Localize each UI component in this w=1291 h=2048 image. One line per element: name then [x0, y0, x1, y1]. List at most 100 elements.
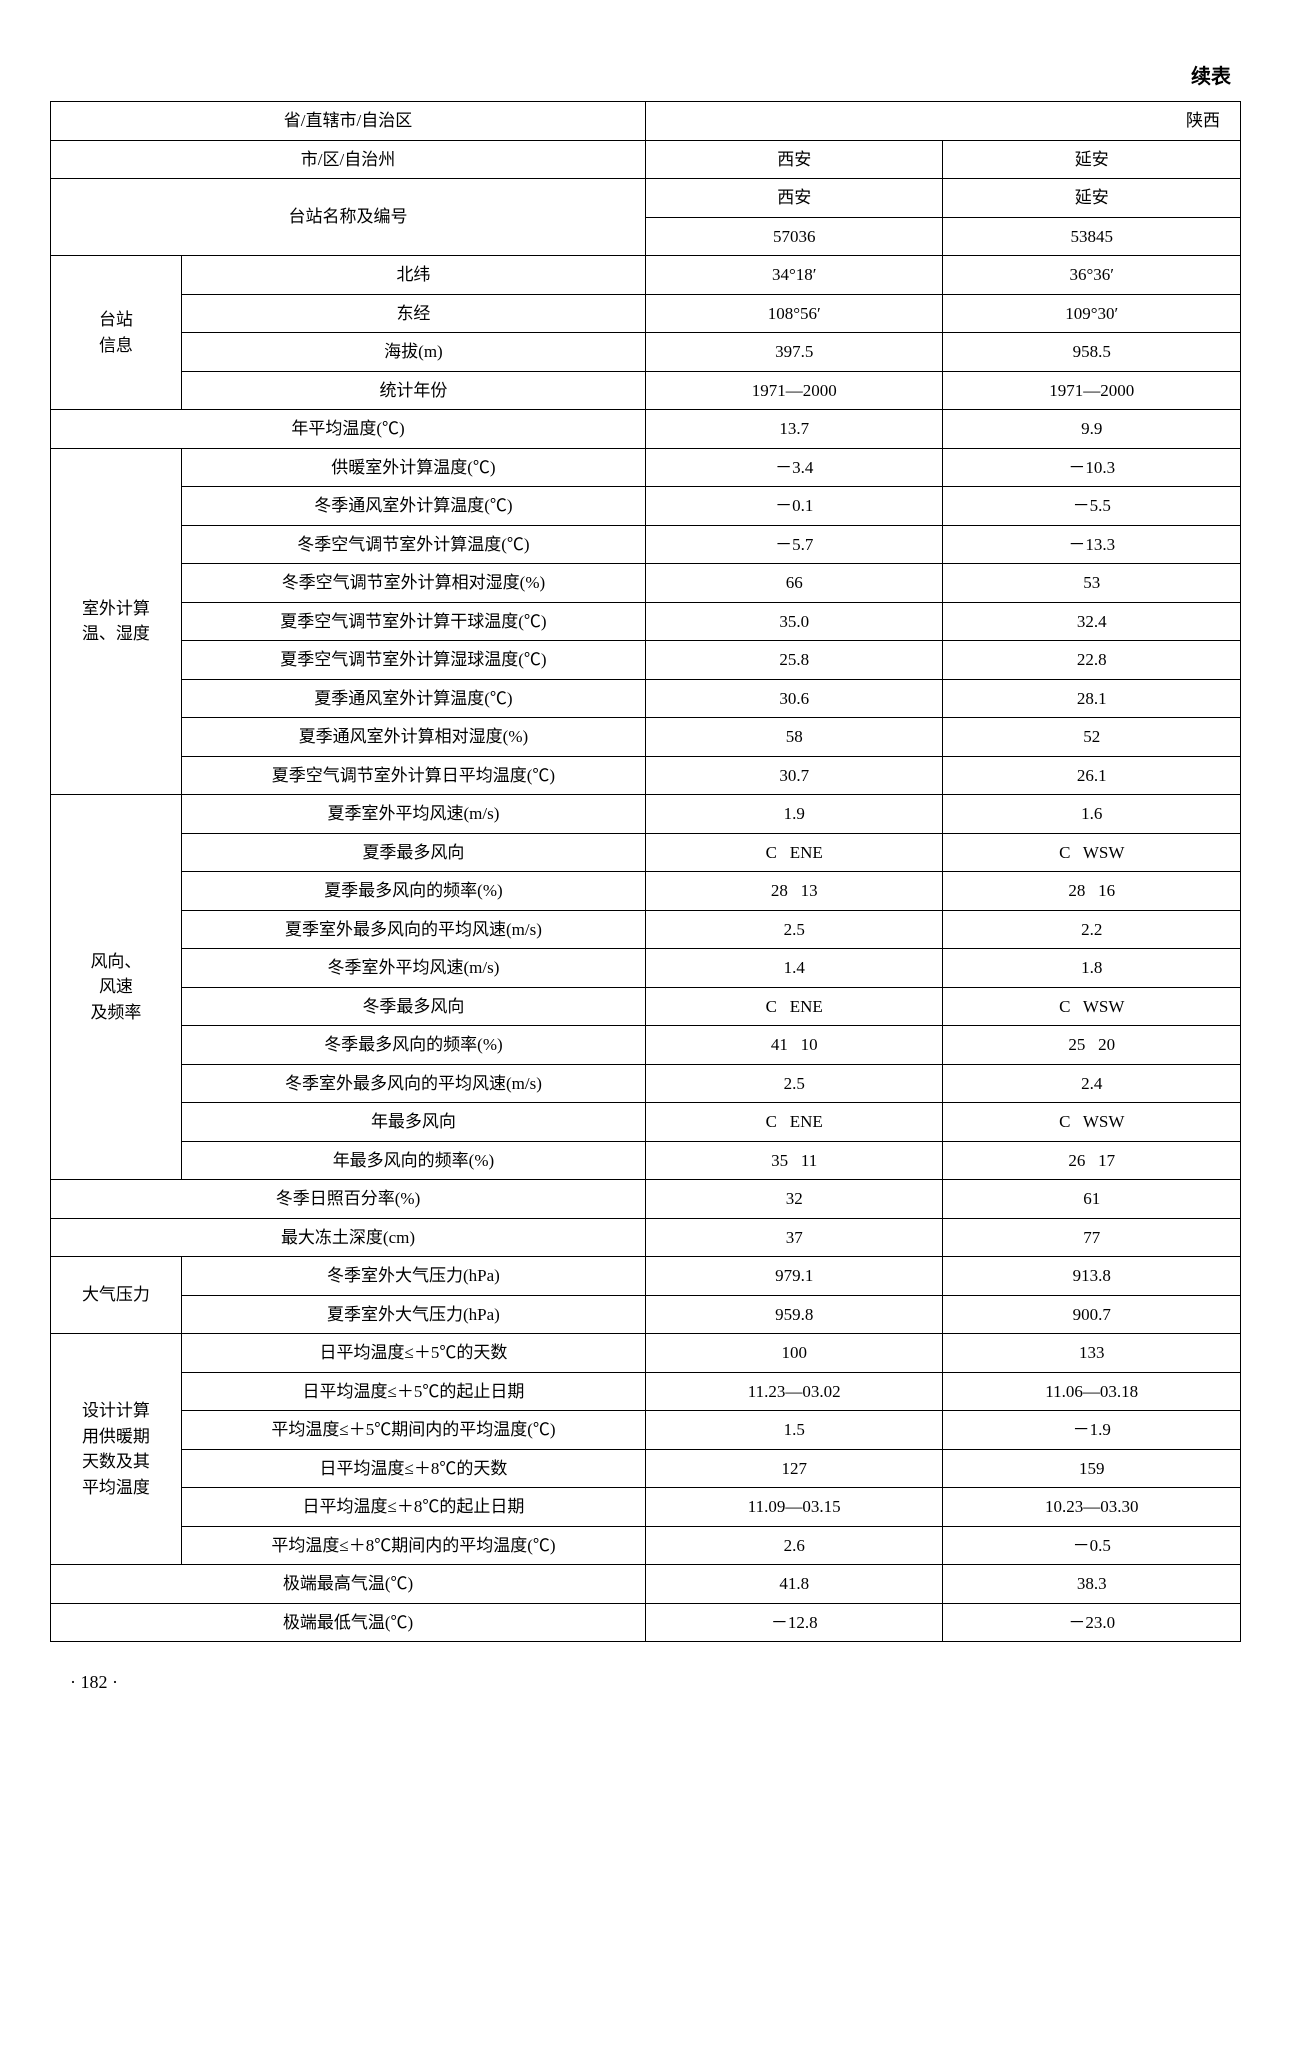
table-row: 海拔(m) 397.5 958.5: [51, 333, 1241, 372]
cell: 2.5: [645, 910, 943, 949]
cell: C WSW: [943, 833, 1241, 872]
row-label: 统计年份: [181, 371, 645, 410]
row-label: 日平均温度≤＋8℃的天数: [181, 1449, 645, 1488]
table-row: 平均温度≤＋5℃期间内的平均温度(℃)1.5－1.9: [51, 1411, 1241, 1450]
cell: 1971—2000: [645, 371, 943, 410]
cell: 30.7: [645, 756, 943, 795]
table-row: 夏季最多风向的频率(%)28 1328 16: [51, 872, 1241, 911]
row-label: 年最多风向: [181, 1103, 645, 1142]
row-label: 冬季通风室外计算温度(℃): [181, 487, 645, 526]
table-row: 冬季日照百分率(%) 32 61: [51, 1180, 1241, 1219]
cell: 159: [943, 1449, 1241, 1488]
row-label: 东经: [181, 294, 645, 333]
cell: 913.8: [943, 1257, 1241, 1296]
row-label: 海拔(m): [181, 333, 645, 372]
wind-group: 风向、 风速 及频率: [51, 795, 182, 1180]
row-label: 冬季最多风向的频率(%): [181, 1026, 645, 1065]
province-value: 陕西: [645, 102, 1240, 141]
city-1: 西安: [645, 140, 943, 179]
cell: 1.8: [943, 949, 1241, 988]
cell: C ENE: [645, 833, 943, 872]
table-row: 冬季最多风向C ENEC WSW: [51, 987, 1241, 1026]
table-row: 东经 108°56′ 109°30′: [51, 294, 1241, 333]
row-label: 冬季室外最多风向的平均风速(m/s): [181, 1064, 645, 1103]
row-label: 冬季空气调节室外计算温度(℃): [181, 525, 645, 564]
row-label: 夏季通风室外计算相对湿度(%): [181, 718, 645, 757]
cell: 25.8: [645, 641, 943, 680]
table-row: 夏季室外最多风向的平均风速(m/s)2.52.2: [51, 910, 1241, 949]
cell: 26 17: [943, 1141, 1241, 1180]
cell: 32: [645, 1180, 943, 1219]
table-row: 夏季空气调节室外计算日平均温度(℃)30.726.1: [51, 756, 1241, 795]
table-row: 夏季通风室外计算温度(℃)30.628.1: [51, 679, 1241, 718]
table-row: 极端最低气温(℃) －12.8 －23.0: [51, 1603, 1241, 1642]
cell: 2.2: [943, 910, 1241, 949]
row-label: 日平均温度≤＋8℃的起止日期: [181, 1488, 645, 1527]
cell: 58: [645, 718, 943, 757]
row-label: 冬季日照百分率(%): [51, 1180, 646, 1219]
table-row: 统计年份 1971—2000 1971—2000: [51, 371, 1241, 410]
cell: －3.4: [645, 448, 943, 487]
cell: 41.8: [645, 1565, 943, 1604]
cell: －23.0: [943, 1603, 1241, 1642]
cell: 28 16: [943, 872, 1241, 911]
table-row: 日平均温度≤＋5℃的起止日期11.23—03.0211.06—03.18: [51, 1372, 1241, 1411]
cell: 61: [943, 1180, 1241, 1219]
row-label: 夏季空气调节室外计算湿球温度(℃): [181, 641, 645, 680]
table-row: 台站名称及编号 西安 延安: [51, 179, 1241, 218]
cell: 109°30′: [943, 294, 1241, 333]
cell: 100: [645, 1334, 943, 1373]
cell: 36°36′: [943, 256, 1241, 295]
table-row: 设计计算 用供暖期 天数及其 平均温度 日平均温度≤＋5℃的天数 100 133: [51, 1334, 1241, 1373]
cell: 2.6: [645, 1526, 943, 1565]
table-row: 大气压力 冬季室外大气压力(hPa) 979.1 913.8: [51, 1257, 1241, 1296]
row-label: 夏季室外大气压力(hPa): [181, 1295, 645, 1334]
row-label: 夏季最多风向: [181, 833, 645, 872]
cell: 77: [943, 1218, 1241, 1257]
cell: 41 10: [645, 1026, 943, 1065]
row-label: 年最多风向的频率(%): [181, 1141, 645, 1180]
cell: 2.4: [943, 1064, 1241, 1103]
table-row: 冬季空气调节室外计算相对湿度(%)6653: [51, 564, 1241, 603]
station-info-group: 台站 信息: [51, 256, 182, 410]
cell: 28.1: [943, 679, 1241, 718]
cell: 1.6: [943, 795, 1241, 834]
cell: 1.9: [645, 795, 943, 834]
row-label: 冬季室外大气压力(hPa): [181, 1257, 645, 1296]
row-label: 北纬: [181, 256, 645, 295]
cell: 22.8: [943, 641, 1241, 680]
row-label: 夏季通风室外计算温度(℃): [181, 679, 645, 718]
cell: －0.1: [645, 487, 943, 526]
outdoor-group: 室外计算 温、湿度: [51, 448, 182, 795]
table-row: 夏季最多风向C ENEC WSW: [51, 833, 1241, 872]
row-label: 夏季室外平均风速(m/s): [181, 795, 645, 834]
cell: 28 13: [645, 872, 943, 911]
table-row: 夏季空气调节室外计算干球温度(℃)35.032.4: [51, 602, 1241, 641]
cell: 30.6: [645, 679, 943, 718]
cell: 35.0: [645, 602, 943, 641]
table-row: 冬季室外平均风速(m/s)1.41.8: [51, 949, 1241, 988]
cell: 34°18′: [645, 256, 943, 295]
table-row: 冬季室外最多风向的平均风速(m/s)2.52.4: [51, 1064, 1241, 1103]
cell: 1.4: [645, 949, 943, 988]
table-row: 最大冻土深度(cm) 37 77: [51, 1218, 1241, 1257]
climate-data-table: 省/直辖市/自治区 陕西 市/区/自治州 西安 延安 台站名称及编号 西安 延安…: [50, 101, 1241, 1642]
cell: C ENE: [645, 987, 943, 1026]
table-row: 夏季室外大气压力(hPa) 959.8 900.7: [51, 1295, 1241, 1334]
station-code-1: 57036: [645, 217, 943, 256]
row-label: 极端最高气温(℃): [51, 1565, 646, 1604]
table-row: 平均温度≤＋8℃期间内的平均温度(℃)2.6－0.5: [51, 1526, 1241, 1565]
cell: 397.5: [645, 333, 943, 372]
table-row: 年最多风向的频率(%)35 1126 17: [51, 1141, 1241, 1180]
table-row: 年平均温度(℃) 13.7 9.9: [51, 410, 1241, 449]
page-number: · 182 ·: [50, 1672, 1241, 1693]
cell: 26.1: [943, 756, 1241, 795]
row-label: 最大冻土深度(cm): [51, 1218, 646, 1257]
cell: －5.5: [943, 487, 1241, 526]
table-row: 夏季通风室外计算相对湿度(%)5852: [51, 718, 1241, 757]
cell: 1.5: [645, 1411, 943, 1450]
cell: 35 11: [645, 1141, 943, 1180]
cell: 2.5: [645, 1064, 943, 1103]
cell: 11.23—03.02: [645, 1372, 943, 1411]
city-2: 延安: [943, 140, 1241, 179]
